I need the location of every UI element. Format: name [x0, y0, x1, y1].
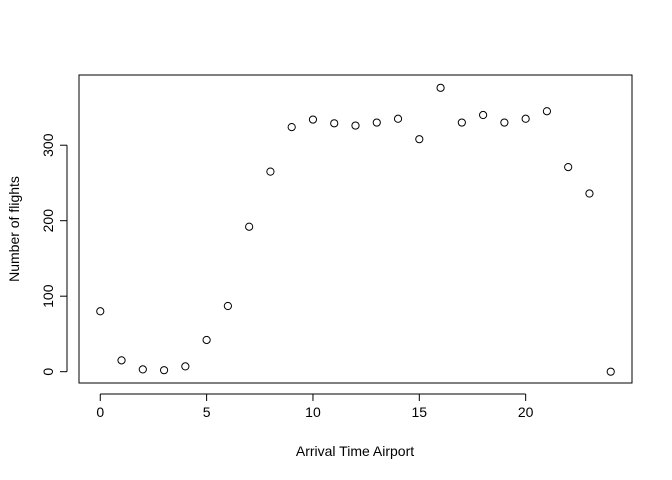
data-point: [223, 301, 232, 311]
data-point: [287, 122, 296, 132]
data-point: [436, 83, 445, 92]
data-points: [96, 83, 615, 376]
data-point: [330, 119, 339, 128]
data-point: [606, 367, 615, 376]
data-point: [500, 118, 509, 127]
y-axis: 0 100 200 300: [40, 133, 68, 376]
x-tick-label: 5: [203, 404, 211, 420]
x-axis-title: Arrival Time Airport: [296, 443, 414, 459]
data-point: [117, 356, 126, 365]
data-point: [585, 189, 594, 198]
y-tick-label: 200: [40, 209, 56, 233]
data-point: [479, 110, 488, 120]
data-point: [393, 114, 403, 123]
y-tick-label: 300: [40, 133, 56, 157]
data-point: [372, 118, 381, 127]
y-axis-title: Number of flights: [6, 176, 22, 282]
x-tick-label: 20: [518, 404, 534, 420]
data-point: [159, 366, 169, 375]
x-tick-label: 0: [96, 404, 104, 420]
plot-box: [78, 74, 633, 384]
y-tick-label: 100: [40, 284, 56, 308]
data-point: [138, 365, 147, 374]
x-tick-label: 10: [305, 404, 321, 420]
y-tick-label: 0: [40, 368, 56, 376]
data-point: [266, 167, 275, 176]
data-point: [564, 162, 573, 172]
data-point: [457, 118, 466, 127]
x-axis: 0 5 10 15 20: [96, 393, 534, 420]
data-point: [308, 115, 318, 124]
data-point: [351, 121, 360, 130]
data-point: [202, 335, 211, 345]
data-point: [96, 307, 105, 316]
data-point: [521, 114, 530, 123]
data-point: [542, 107, 552, 116]
data-point: [245, 222, 254, 231]
data-point: [181, 362, 190, 371]
data-point: [415, 135, 424, 144]
x-tick-label: 15: [412, 404, 428, 420]
